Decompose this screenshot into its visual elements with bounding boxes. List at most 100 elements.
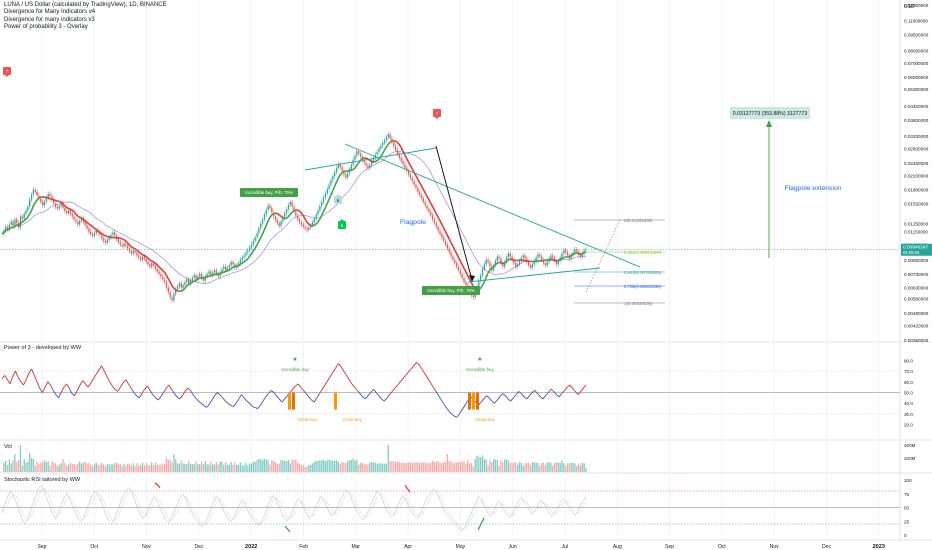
volume-bar: [341, 461, 343, 472]
rsi-line-segment: [437, 394, 442, 400]
time-axis[interactable]: Sep Oct Nov Dec 2022 Feb Mar Apr May Jun Jul Aug Sep…: [38, 544, 885, 550]
power-of-3-pane[interactable]: ★ Incredible buy ★ Incredible buy Great buy G…: [0, 356, 900, 422]
candle-body: [356, 151, 358, 156]
rsi-line-segment: [219, 394, 224, 399]
candle-body: [422, 198, 425, 202]
volume-bar: [232, 465, 234, 472]
candle-body: [459, 270, 461, 274]
moving-average-fast: [245, 258, 249, 262]
candle-body: [265, 209, 267, 215]
moving-average-fast: [241, 261, 245, 264]
volume-bar: [62, 459, 64, 472]
candle-body: [433, 219, 436, 223]
candle-body: [417, 188, 419, 192]
volume-bar: [237, 465, 240, 472]
candle-body: [123, 243, 125, 247]
candle-body: [291, 201, 293, 207]
indicator-label-2[interactable]: Divergence for many indicators v3: [4, 16, 95, 23]
candle-body: [363, 160, 365, 163]
rsi-line-segment: [146, 385, 151, 391]
volume-bar: [500, 460, 502, 472]
moving-average-fast: [395, 140, 398, 144]
moving-average-fast: [225, 270, 228, 273]
moving-average-fast: [165, 275, 170, 280]
rsi-line-segment: [106, 376, 111, 382]
candle-body: [208, 271, 210, 274]
moving-average-fast: [101, 232, 105, 236]
moving-average-fast: [66, 206, 69, 210]
rsi-line-segment: [227, 402, 232, 406]
rsi-line-segment: [66, 383, 70, 389]
volume-bar: [19, 445, 22, 472]
volume-bar: [200, 461, 203, 472]
volume-bar: [14, 454, 16, 472]
volume-bar: [40, 462, 42, 472]
moving-average-fast: [184, 285, 188, 289]
volume-bar: [145, 462, 147, 472]
rsi-line-segment: [537, 393, 541, 398]
rsi-line-segment: [451, 413, 455, 417]
moving-average-fast: [127, 242, 131, 246]
volume-bar: [175, 459, 177, 472]
stoch-tick-label: 100: [904, 478, 912, 483]
candle-body: [441, 233, 443, 238]
rsi-line-segment: [17, 377, 22, 383]
moving-average-fast: [483, 276, 487, 283]
rsi-line-segment: [165, 384, 170, 389]
moving-average-fast: [385, 143, 389, 148]
moving-average-fast: [441, 224, 445, 229]
moving-average-fast: [134, 248, 138, 251]
candle-body: [32, 189, 35, 195]
rsi-line-segment: [211, 395, 215, 401]
volume-bar: [359, 463, 362, 472]
candle-body: [130, 251, 133, 254]
candle-body: [213, 270, 216, 273]
price-pane[interactable]: 0(0.01345409) 0.382(0.00941986) 0.618(0.00…: [0, 67, 900, 306]
volume-bar: [256, 460, 258, 472]
volume-pane[interactable]: [3, 445, 587, 472]
flagpole-line: [435, 145, 473, 281]
volume-bar: [221, 461, 223, 472]
volume-bar: [64, 463, 66, 472]
candle-body: [370, 161, 373, 165]
moving-average-fast: [147, 257, 151, 261]
indicator-label-3[interactable]: Power of probability 3 - Overlay: [4, 24, 88, 31]
rsi-line-segment: [217, 392, 221, 395]
target-box: [730, 107, 810, 119]
price-tick-label: 0.06000000: [904, 75, 929, 80]
volume-bar: [289, 463, 291, 472]
volume-bar: [398, 462, 400, 472]
volume-bar: [492, 458, 495, 472]
rsi-line-segment: [397, 381, 401, 386]
moving-average-fast: [125, 240, 129, 244]
volume-bar: [80, 463, 83, 472]
signal-marker-label: 6: [337, 198, 340, 203]
volume-bar: [478, 456, 480, 472]
rsi-line-segment: [442, 402, 447, 408]
moving-average-fast: [95, 229, 99, 232]
last-price-countdown: 01:59:54: [903, 250, 920, 255]
indicator-label-1[interactable]: Divergence for Many Indicators v4: [4, 9, 96, 16]
rsi-signal-bar: [288, 392, 291, 410]
moving-average-fast: [108, 236, 112, 239]
rsi-line-segment: [4, 375, 8, 380]
moving-average-fast: [47, 197, 51, 200]
price-tick-label: 0.02400000: [904, 161, 929, 166]
volume-bar: [424, 462, 426, 472]
candle-body: [298, 219, 301, 223]
volume-bar: [439, 462, 441, 472]
stochastic-rsi-pane[interactable]: [0, 482, 900, 533]
rsi-line-segment: [553, 391, 557, 395]
flag-lower-trendline: [467, 267, 601, 283]
volume-bar: [77, 463, 79, 472]
moving-average-fast: [481, 281, 486, 286]
volume-bar: [249, 463, 251, 472]
volume-bar: [430, 462, 432, 472]
rsi-line-segment: [421, 368, 425, 374]
candle-body: [354, 155, 356, 160]
moving-average-fast: [339, 172, 343, 176]
price-tick-label: 0.08000000: [904, 48, 929, 53]
rsi-line-segment: [179, 395, 183, 400]
